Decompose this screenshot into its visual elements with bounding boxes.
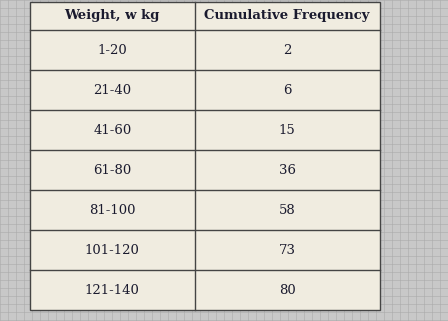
Text: Cumulative Frequency: Cumulative Frequency — [204, 10, 370, 22]
Text: 80: 80 — [279, 283, 296, 297]
Bar — [30, 2, 380, 310]
Text: 6: 6 — [283, 83, 292, 97]
Text: 41-60: 41-60 — [93, 124, 131, 136]
Text: 101-120: 101-120 — [85, 244, 140, 256]
Text: 2: 2 — [283, 44, 292, 56]
Text: 73: 73 — [279, 244, 296, 256]
Bar — [30, 2, 380, 310]
Text: 15: 15 — [279, 124, 296, 136]
Text: 121-140: 121-140 — [85, 283, 140, 297]
Text: 1-20: 1-20 — [97, 44, 127, 56]
Text: Weight, w kg: Weight, w kg — [65, 10, 160, 22]
Text: 61-80: 61-80 — [93, 163, 131, 177]
Text: 58: 58 — [279, 204, 296, 216]
Text: 21-40: 21-40 — [93, 83, 131, 97]
Text: 36: 36 — [279, 163, 296, 177]
Text: 81-100: 81-100 — [89, 204, 135, 216]
